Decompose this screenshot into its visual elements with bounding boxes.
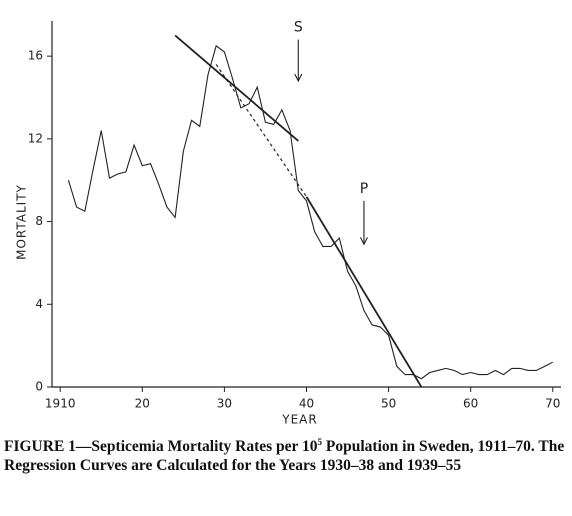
caption-text: FIGURE 1—Septicemia Mortality Rates per …	[4, 438, 318, 456]
x-tick-label: 30	[217, 397, 232, 411]
x-tick-label: 60	[463, 397, 478, 411]
caption-superscript: 5	[317, 437, 323, 447]
arrow-head	[294, 73, 303, 83]
annotation-label: P	[360, 181, 368, 197]
y-tick-label: 12	[28, 131, 43, 145]
chart: MORTALITY YEAR 0 4 8 12 16 1910 20 30 40 50 60 70 S P	[15, 20, 561, 427]
caption: FIGURE 1—Septicemia Mortality Rates per …	[4, 433, 568, 475]
x-tick-label: 1910	[45, 397, 76, 411]
regression-line	[305, 196, 423, 388]
data-line	[67, 44, 554, 380]
y-tick-label: 8	[35, 214, 43, 228]
y-tick-label: 0	[35, 380, 43, 394]
annotation-label: S	[294, 20, 303, 36]
y-tick-label: 4	[35, 297, 43, 311]
x-tick-label: 40	[299, 397, 314, 411]
x-tick-label: 50	[381, 397, 396, 411]
x-tick-label: 20	[135, 397, 150, 411]
regression-line	[215, 64, 307, 198]
y-tick-label: 16	[28, 49, 43, 63]
x-axis-label: YEAR	[281, 413, 317, 427]
y-axis-label: MORTALITY	[15, 184, 29, 260]
regression-line	[174, 34, 299, 142]
x-tick-label: 70	[545, 397, 560, 411]
caption-text: Population in Sweden, 1911–70. The Regre…	[4, 438, 565, 475]
arrow-head	[359, 237, 368, 246]
